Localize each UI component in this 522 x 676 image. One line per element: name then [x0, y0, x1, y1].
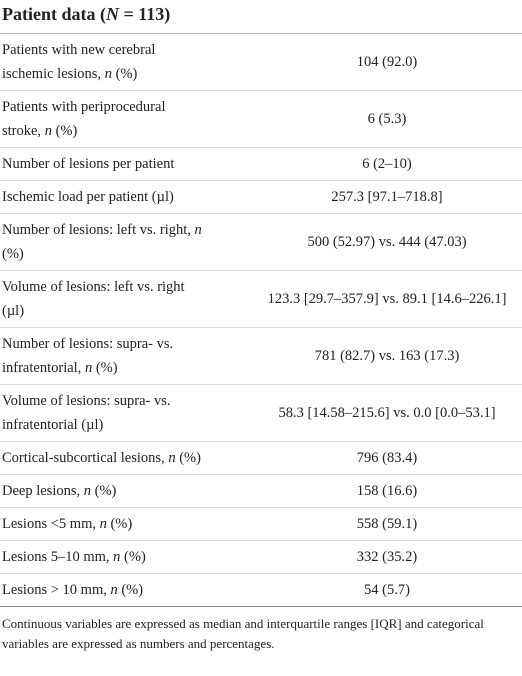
text: Volume of lesions: supra- vs. infratento…: [2, 393, 171, 433]
row-value: 6 (5.3): [232, 90, 522, 148]
table-row: Volume of lesions: supra- vs. infratento…: [0, 384, 522, 442]
text: Number of lesions: supra- vs. infratento…: [2, 336, 174, 376]
text: Cortical-subcortical lesions,: [2, 450, 169, 466]
text: Patients with new cerebral ischemic lesi…: [2, 42, 156, 82]
row-value: 54 (5.7): [232, 573, 522, 607]
row-label: Patients with periprocedural stroke, n (…: [0, 90, 232, 148]
text: (%): [175, 450, 201, 466]
italic-text: n: [194, 222, 202, 238]
table-title: Patient data (N = 113): [0, 0, 522, 34]
text: Number of lesions: left vs. right,: [2, 222, 195, 238]
text: (%): [117, 582, 144, 598]
text: (%): [51, 123, 78, 139]
italic-text: n: [44, 123, 52, 139]
row-label: Volume of lesions: left vs. right (µl): [0, 270, 232, 328]
italic-text: n: [84, 360, 93, 376]
table-row: Number of lesions: supra- vs. infratento…: [0, 327, 522, 385]
table-row: Number of lesions: left vs. right, n (%)…: [0, 213, 522, 271]
table-row: Cortical-subcortical lesions, n (%) 796 (…: [0, 441, 522, 475]
table-row: Patients with new cerebral ischemic lesi…: [0, 34, 522, 91]
table-row: Deep lesions, n (%) 158 (16.6): [0, 474, 522, 508]
row-label: Lesions > 10 mm, n (%): [0, 573, 232, 607]
text: (%): [92, 360, 118, 376]
row-value: 6 (2–10): [232, 147, 522, 181]
text: Lesions <5 mm,: [2, 516, 100, 532]
italic-text: n: [99, 516, 107, 532]
italic-text: n: [113, 549, 121, 565]
text: Patients with periprocedural stroke,: [2, 99, 166, 139]
row-value: 558 (59.1): [232, 507, 522, 541]
row-value: 796 (83.4): [232, 441, 522, 475]
text: Volume of lesions: left vs. right (µl): [2, 279, 185, 319]
row-label: Ischemic load per patient (µl): [0, 180, 232, 214]
table-row: Lesions <5 mm, n (%) 558 (59.1): [0, 507, 522, 541]
table: Patients with new cerebral ischemic lesi…: [0, 34, 522, 607]
row-label: Number of lesions: left vs. right, n (%): [0, 213, 232, 271]
row-label: Deep lesions, n (%): [0, 474, 232, 508]
row-value: 123.3 [29.7–357.9] vs. 89.1 [14.6–226.1]: [232, 270, 522, 328]
text: Lesions 5–10 mm,: [2, 549, 114, 565]
italic-text: n: [168, 450, 176, 466]
row-label: Lesions 5–10 mm, n (%): [0, 540, 232, 574]
row-label: Number of lesions: supra- vs. infratento…: [0, 327, 232, 385]
row-value: 104 (92.0): [232, 34, 522, 91]
text: (%): [111, 66, 138, 82]
text: = 113): [118, 4, 171, 24]
table-row: Number of lesions per patient 6 (2–10): [0, 147, 522, 181]
text: Ischemic load per patient (µl): [2, 189, 174, 205]
row-value: 332 (35.2): [232, 540, 522, 574]
text: (%): [91, 483, 117, 499]
row-label: Cortical-subcortical lesions, n (%): [0, 441, 232, 475]
row-label: Number of lesions per patient: [0, 147, 232, 181]
text: Patient data (: [2, 4, 106, 24]
italic-text: n: [110, 582, 118, 598]
row-value: 781 (82.7) vs. 163 (17.3): [232, 327, 522, 385]
text: Deep lesions,: [2, 483, 84, 499]
table-row: Lesions > 10 mm, n (%) 54 (5.7): [0, 573, 522, 607]
row-value: 257.3 [97.1–718.8]: [232, 180, 522, 214]
table-row: Patients with periprocedural stroke, n (…: [0, 90, 522, 148]
footnote: Continuous variables are expressed as me…: [2, 616, 484, 651]
italic-text: n: [83, 483, 91, 499]
row-label: Volume of lesions: supra- vs. infratento…: [0, 384, 232, 442]
text: (%): [106, 516, 133, 532]
row-label: Patients with new cerebral ischemic lesi…: [0, 34, 232, 91]
table-row: Volume of lesions: left vs. right (µl) 12…: [0, 270, 522, 328]
table-row: Ischemic load per patient (µl) 257.3 [97.…: [0, 180, 522, 214]
row-value: 500 (52.97) vs. 444 (47.03): [232, 213, 522, 271]
table-body: Patients with new cerebral ischemic lesi…: [0, 34, 522, 607]
italic-text: n: [104, 66, 112, 82]
row-value: 158 (16.6): [232, 474, 522, 508]
row-label: Lesions <5 mm, n (%): [0, 507, 232, 541]
text: (%): [2, 246, 24, 262]
row-value: 58.3 [14.58–215.6] vs. 0.0 [0.0–53.1]: [232, 384, 522, 442]
italic-text: N: [105, 4, 119, 24]
table-row: Lesions 5–10 mm, n (%) 332 (35.2): [0, 540, 522, 574]
text: Number of lesions per patient: [2, 156, 175, 172]
text: (%): [120, 549, 146, 565]
text: Lesions > 10 mm,: [2, 582, 111, 598]
